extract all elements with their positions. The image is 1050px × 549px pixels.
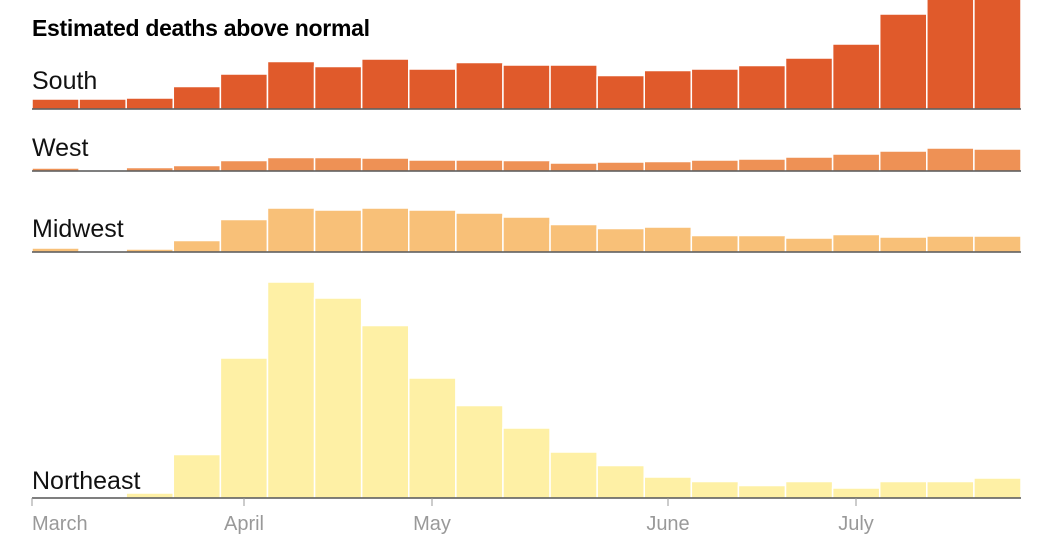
bar-midwest-20 (973, 235, 1022, 253)
x-tick-label-april: April (224, 513, 264, 535)
bar-west-5 (266, 156, 316, 172)
region-label-west: West (32, 134, 89, 162)
bar-midwest-17 (831, 233, 881, 253)
region-label-south: South (32, 67, 97, 95)
x-tick-label-june: June (646, 513, 689, 535)
bar-south-15 (737, 64, 787, 110)
bar-west-19 (926, 147, 975, 172)
bar-northeast-19 (926, 480, 975, 499)
bar-west-16 (784, 156, 834, 172)
chart-title: Estimated deaths above normal (32, 15, 370, 41)
bar-south-17 (831, 43, 881, 110)
panel-west: West (31, 134, 1022, 172)
bar-midwest-9 (455, 212, 504, 253)
bar-south-12 (596, 74, 645, 110)
bar-south-11 (549, 64, 598, 110)
bar-west-17 (831, 153, 881, 172)
bar-midwest-6 (313, 209, 363, 253)
x-axis: March April May June July (31, 498, 874, 535)
bar-west-15 (737, 158, 787, 172)
bar-south-1 (78, 98, 127, 110)
bar-northeast-17 (831, 487, 881, 499)
bar-northeast-13 (643, 476, 693, 499)
bar-south-13 (643, 69, 693, 110)
bar-west-13 (643, 160, 693, 172)
panel-south: South (31, 0, 1022, 110)
bar-south-7 (360, 58, 410, 110)
bar-south-16 (784, 57, 834, 110)
bar-midwest-8 (408, 209, 457, 253)
bar-midwest-7 (360, 207, 410, 253)
bar-west-6 (313, 156, 363, 172)
bar-midwest-10 (502, 216, 551, 253)
bar-west-11 (549, 162, 598, 172)
bar-south-18 (878, 13, 928, 110)
bar-northeast-20 (973, 477, 1022, 499)
region-label-northeast: Northeast (32, 467, 140, 495)
x-tick-label-july: July (838, 513, 874, 535)
bar-south-2 (125, 97, 175, 110)
bar-northeast-8 (408, 377, 457, 499)
bar-northeast-5 (266, 281, 316, 499)
bar-midwest-5 (266, 207, 316, 253)
bar-west-9 (455, 159, 504, 172)
bar-northeast-7 (360, 324, 410, 499)
bar-northeast-3 (172, 453, 222, 499)
bar-south-9 (455, 61, 504, 110)
bar-south-10 (502, 64, 551, 110)
bar-midwest-14 (690, 234, 740, 253)
bar-west-8 (408, 159, 457, 172)
bar-south-19 (926, 0, 975, 110)
bar-south-20 (973, 0, 1022, 110)
bar-northeast-12 (596, 464, 645, 499)
region-label-midwest: Midwest (32, 215, 124, 243)
bar-south-14 (690, 68, 740, 110)
bar-midwest-12 (596, 227, 645, 253)
x-tick-label-march: March (32, 513, 88, 535)
panel-northeast: Northeast (31, 281, 1022, 499)
x-tick-label-may: May (413, 513, 451, 535)
bar-northeast-9 (455, 404, 504, 499)
bar-west-20 (973, 148, 1022, 172)
bar-midwest-3 (172, 239, 222, 253)
bar-south-5 (266, 60, 316, 110)
bar-midwest-11 (549, 223, 598, 253)
bar-west-14 (690, 159, 740, 172)
bar-northeast-4 (219, 357, 269, 499)
bar-west-18 (878, 150, 928, 172)
bar-northeast-14 (690, 480, 740, 499)
bar-northeast-6 (313, 297, 363, 499)
bar-midwest-16 (784, 237, 834, 253)
bar-west-3 (172, 164, 222, 172)
bar-midwest-4 (219, 218, 269, 253)
panel-midwest: Midwest (31, 207, 1022, 253)
bar-south-6 (313, 65, 363, 110)
bar-west-4 (219, 159, 269, 172)
bar-west-7 (360, 157, 410, 172)
bar-northeast-18 (878, 480, 928, 499)
bar-midwest-15 (737, 234, 787, 253)
chart-panels: South West Midwest Northeast (31, 0, 1022, 499)
bar-south-4 (219, 73, 269, 110)
bar-south-3 (172, 85, 222, 110)
bar-south-8 (408, 68, 457, 110)
bar-northeast-16 (784, 480, 834, 499)
bar-west-10 (502, 159, 551, 172)
bar-west-12 (596, 161, 645, 172)
bar-northeast-15 (737, 484, 787, 499)
bar-midwest-13 (643, 226, 693, 253)
bar-midwest-18 (878, 236, 928, 253)
bar-northeast-10 (502, 427, 551, 499)
bar-midwest-19 (926, 235, 975, 253)
bar-south-0 (31, 98, 80, 110)
bar-northeast-11 (549, 451, 598, 499)
